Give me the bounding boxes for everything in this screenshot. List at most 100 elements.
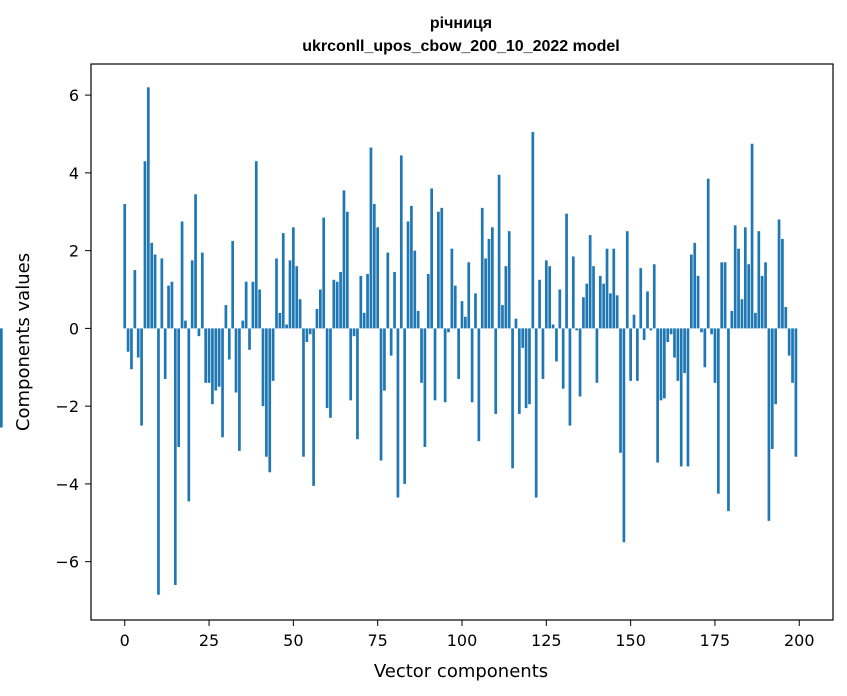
bar-5 <box>140 328 143 426</box>
bar-49 <box>288 260 292 329</box>
bar-9 <box>153 254 157 329</box>
bar-15 <box>173 328 177 586</box>
bar-44 <box>271 328 275 381</box>
bar-31 <box>227 328 231 360</box>
bar-37 <box>248 328 251 350</box>
bar-83 <box>403 328 407 484</box>
bar-77 <box>383 328 386 391</box>
bar-67 <box>349 328 353 401</box>
bar-191 <box>767 328 771 521</box>
x-tick-label: 100 <box>447 631 478 650</box>
y-tick-label: −4 <box>55 475 79 494</box>
bar-159 <box>659 328 663 401</box>
bar-46 <box>278 312 282 329</box>
bars-group <box>0 87 798 595</box>
bar-150 <box>629 328 632 381</box>
bar-61 <box>329 328 332 418</box>
bar-187 <box>754 312 757 329</box>
bar-72 <box>366 273 369 329</box>
bar-145 <box>612 248 616 329</box>
bar-132 <box>568 328 572 426</box>
bar-35 <box>241 320 245 329</box>
bar-43 <box>268 328 272 473</box>
bar-109 <box>491 227 494 329</box>
x-tick-label: 75 <box>368 631 388 650</box>
bar-11 <box>160 258 164 329</box>
bar-118 <box>521 328 525 348</box>
bar-186 <box>750 143 754 329</box>
chart-title: річниця <box>430 15 492 32</box>
bar-101 <box>464 316 467 329</box>
bar-135 <box>578 328 582 397</box>
bar-130 <box>561 328 565 389</box>
bar-88 <box>420 328 423 383</box>
x-tick-label: 150 <box>615 631 646 650</box>
bar-30 <box>224 305 228 329</box>
bar-174 <box>710 328 713 335</box>
bar-142 <box>602 283 606 329</box>
bar-156 <box>649 328 653 331</box>
bar-188 <box>757 231 761 329</box>
bar-113 <box>504 266 508 329</box>
bar-78 <box>386 252 390 329</box>
bar-164 <box>676 328 680 381</box>
y-tick-label: 6 <box>69 86 79 105</box>
bar-1 <box>126 328 130 352</box>
bar-111 <box>497 174 501 329</box>
bar-149 <box>625 231 629 329</box>
x-tick-label: 200 <box>784 631 815 650</box>
bar-152 <box>636 328 639 381</box>
bar-23 <box>200 252 204 329</box>
y-axis-ticks: −6 −4 −2 0 2 4 6 <box>55 86 91 572</box>
bar-52 <box>298 299 302 329</box>
bar-7 <box>146 87 150 329</box>
bar-96 <box>447 328 450 333</box>
bar-103 <box>470 328 474 403</box>
bar-157 <box>652 264 656 329</box>
y-tick-label: 2 <box>69 242 79 261</box>
bar-179 <box>727 328 730 512</box>
bar-182 <box>737 248 740 329</box>
bar-62 <box>332 279 336 329</box>
bar-199 <box>794 328 798 457</box>
bar-131 <box>565 213 568 329</box>
bar-36 <box>244 281 248 329</box>
bar-172 <box>703 328 707 368</box>
bar-134 <box>575 328 579 331</box>
x-tick-label: 25 <box>199 631 219 650</box>
bar-99 <box>457 328 460 379</box>
bar-173 <box>706 178 710 329</box>
bar-139 <box>592 266 595 329</box>
bar-175 <box>713 328 717 383</box>
bar-26 <box>211 328 214 405</box>
y-tick-label: −6 <box>55 553 79 572</box>
bar-40 <box>258 289 261 329</box>
bar-53 <box>302 328 305 457</box>
bar-128 <box>555 328 558 362</box>
bar-21 <box>194 194 197 329</box>
bar-176 <box>716 328 720 494</box>
bar-143 <box>605 248 609 329</box>
bar-13 <box>167 285 170 329</box>
bar-41 <box>261 328 265 407</box>
bar-12 <box>163 328 167 379</box>
bar-163 <box>673 328 676 358</box>
x-tick-label: 125 <box>531 631 562 650</box>
bar-105 <box>477 328 481 442</box>
bar-56 <box>312 328 315 486</box>
bar-42 <box>265 328 268 457</box>
bar-146 <box>615 295 619 329</box>
bar-158 <box>656 328 659 463</box>
bar-2 <box>130 328 133 370</box>
bar-86 <box>413 250 417 329</box>
bar-39 <box>254 161 258 329</box>
bar-17 <box>180 221 184 329</box>
bar-50 <box>292 227 295 329</box>
bar-47 <box>281 233 285 329</box>
bar-170 <box>696 275 700 329</box>
bar-4 <box>136 328 140 358</box>
bar-51 <box>295 266 299 329</box>
bar-91 <box>430 188 433 329</box>
x-axis-label: Vector components <box>374 661 548 682</box>
y-axis-label: Components values <box>13 253 34 431</box>
